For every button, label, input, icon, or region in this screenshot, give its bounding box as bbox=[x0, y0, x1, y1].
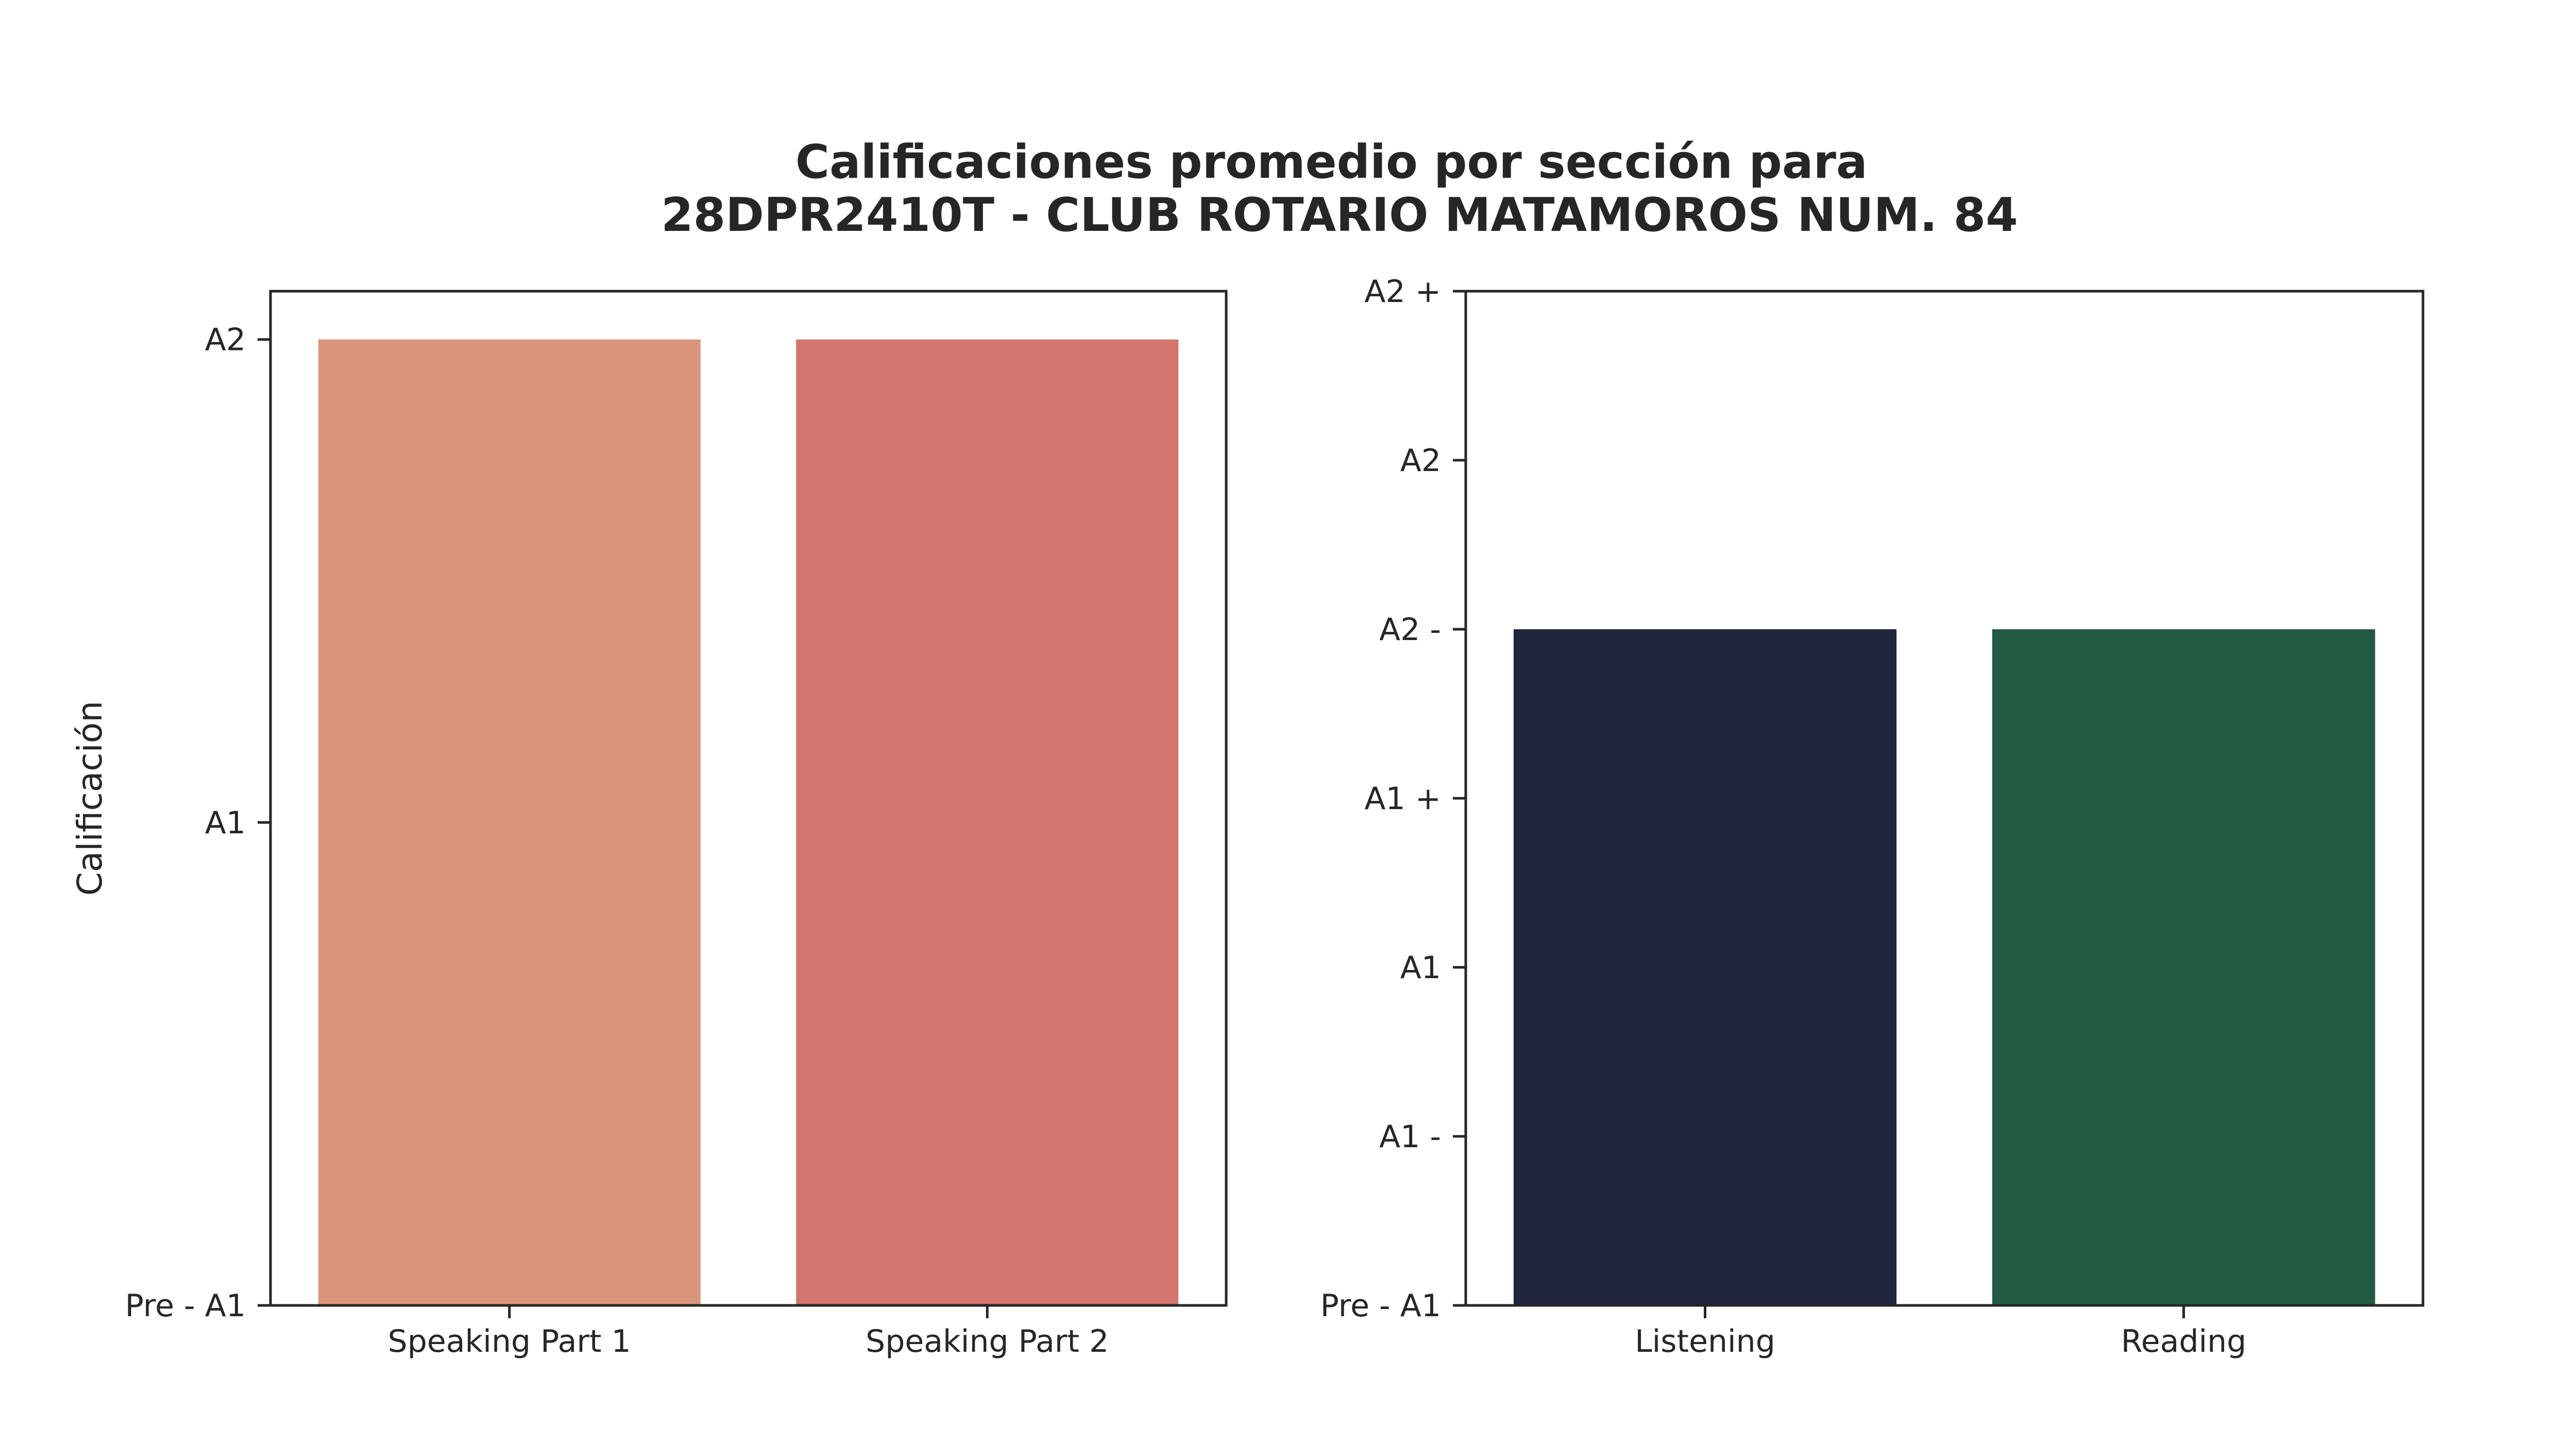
x-tick-label: Speaking Part 2 bbox=[866, 1323, 1109, 1360]
chart-title-line-2: 28DPR2410T - CLUB ROTARIO MATAMOROS NUM.… bbox=[661, 188, 2018, 242]
y-tick-label: A2 bbox=[205, 322, 246, 358]
chart-title-line-1: Calificaciones promedio por sección para bbox=[795, 135, 1868, 189]
x-tick-label: Listening bbox=[1635, 1323, 1775, 1360]
y-tick-label: A2 - bbox=[1379, 612, 1441, 648]
y-tick-label: A2 bbox=[1400, 443, 1441, 479]
x-tick-label: Reading bbox=[2121, 1323, 2247, 1360]
bar-speaking-part-2 bbox=[796, 339, 1179, 1305]
bar-speaking-part-1 bbox=[318, 339, 701, 1305]
y-tick-label: A1 bbox=[1400, 950, 1441, 986]
y-tick-label: Pre - A1 bbox=[125, 1288, 246, 1324]
y-tick-label: A1 - bbox=[1379, 1119, 1441, 1155]
bar-reading bbox=[1992, 629, 2376, 1305]
right-panel-listening-reading: Listening Reading Pre - A1 A1 - A1 A1 + A2 - A2… bbox=[1320, 274, 2425, 1360]
x-tick-label: Speaking Part 1 bbox=[388, 1323, 631, 1360]
y-tick-label: Pre - A1 bbox=[1320, 1288, 1441, 1324]
y-axis-label: Calificación bbox=[70, 701, 110, 896]
chart-title: Calificaciones promedio por sección para… bbox=[661, 135, 2018, 242]
y-tick-label: A1 + bbox=[1364, 781, 1441, 817]
y-tick-label: A1 bbox=[205, 805, 246, 841]
axes-frame bbox=[269, 290, 1228, 1307]
bar-listening bbox=[1513, 629, 1897, 1305]
y-tick-label: A2 + bbox=[1364, 274, 1441, 310]
left-panel-speaking: Speaking Part 1 Speaking Part 2 Pre - A1 A1… bbox=[70, 290, 1228, 1360]
